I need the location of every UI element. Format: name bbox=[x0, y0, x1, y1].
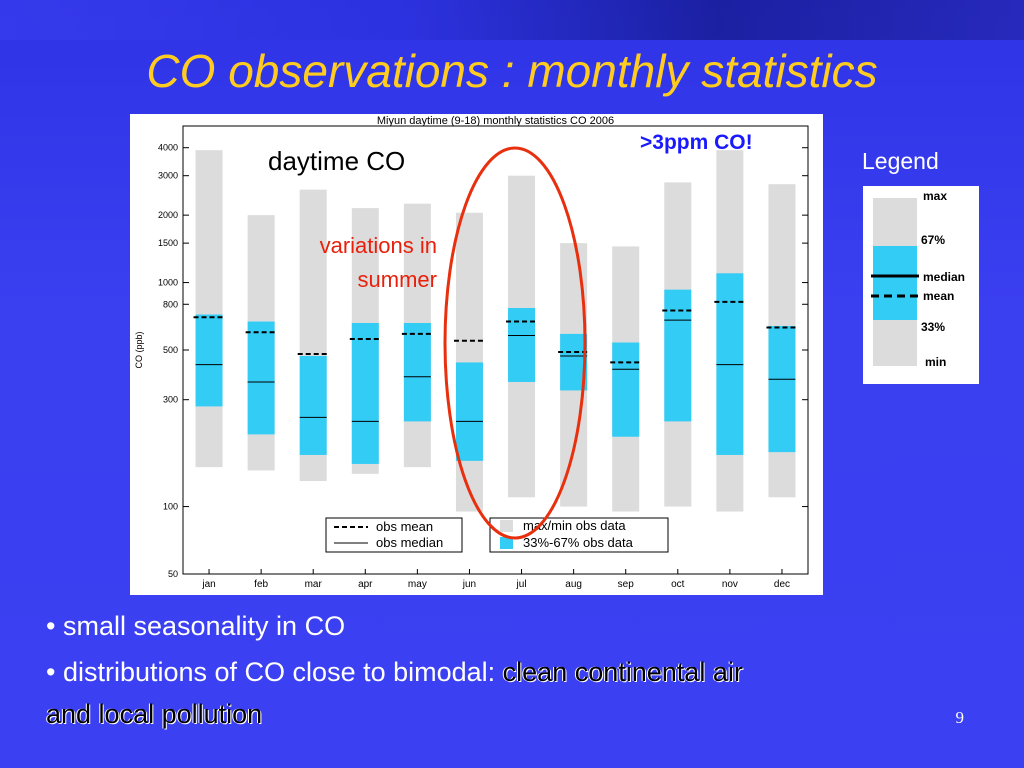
iqr-bar-jun bbox=[455, 362, 483, 461]
variations-label-line1: variations in bbox=[319, 233, 437, 258]
bullet-1-text: small seasonality in CO bbox=[62, 611, 346, 641]
title-bar-shading bbox=[0, 0, 1024, 40]
legend-label-67: 67% bbox=[921, 233, 945, 247]
bullet-1: • small seasonality in CO bbox=[46, 611, 345, 642]
slide-title: CO observations : monthly statistics bbox=[146, 45, 878, 97]
legend-minmax-sample bbox=[500, 520, 513, 532]
bullet-2-line2: and local pollution bbox=[46, 699, 262, 730]
legend-label-max: max bbox=[923, 189, 947, 203]
bullet-2-highlight-line2: and local pollution bbox=[46, 699, 263, 729]
x-tick-label-sep: sep bbox=[618, 579, 635, 590]
x-tick-label-nov: nov bbox=[722, 579, 738, 590]
x-tick-label-jun: jun bbox=[462, 579, 476, 590]
y-tick-label: 3000 bbox=[158, 171, 178, 181]
bullet-2-highlight: clean continental air bbox=[502, 657, 743, 687]
iqr-bar-sep bbox=[612, 342, 640, 437]
y-tick-label: 4000 bbox=[158, 143, 178, 153]
chart-panel: Miyun daytime (9-18) monthly statistics … bbox=[130, 114, 823, 595]
iqr-bar-jul bbox=[508, 307, 536, 382]
x-tick-label-feb: feb bbox=[254, 579, 268, 590]
minmax-bar-jan bbox=[195, 150, 223, 468]
ppm-alert-label: >3ppm CO! bbox=[640, 131, 753, 154]
y-tick-label: 50 bbox=[168, 569, 178, 579]
legend-minmax-text: max/min obs data bbox=[523, 518, 626, 533]
plot-frame bbox=[182, 125, 809, 575]
legend-label-median: median bbox=[923, 270, 965, 284]
legend-title: Legend bbox=[862, 148, 939, 174]
x-tick-label-jan: jan bbox=[201, 579, 215, 590]
y-tick-label: 800 bbox=[163, 299, 178, 309]
daytime-co-label: daytime CO bbox=[268, 146, 406, 176]
x-tick-label-may: may bbox=[408, 579, 427, 590]
y-tick-label: 300 bbox=[163, 395, 178, 405]
iqr-bar-may bbox=[403, 322, 431, 422]
chart-title: Miyun daytime (9-18) monthly statistics … bbox=[377, 115, 614, 127]
y-tick-label: 1500 bbox=[158, 238, 178, 248]
bullet-2-text: distributions of CO close to bimodal: bbox=[62, 657, 503, 687]
iqr-bar-dec bbox=[768, 325, 796, 453]
iqr-bar-feb bbox=[247, 321, 275, 435]
legend-iqr-bar bbox=[873, 246, 917, 320]
variations-label-line2: summer bbox=[357, 267, 437, 292]
iqr-bar-mar bbox=[299, 356, 327, 455]
iqr-bar-oct bbox=[664, 289, 692, 422]
y-tick-label: 2000 bbox=[158, 210, 178, 220]
legend-box: max 67% median mean 33% min bbox=[863, 186, 979, 384]
bullet-2-dot: • bbox=[46, 657, 56, 687]
legend-label-min: min bbox=[925, 355, 946, 369]
x-tick-label-dec: dec bbox=[774, 579, 790, 590]
iqr-bar-aug bbox=[560, 333, 588, 391]
legend-iqr-sample bbox=[500, 537, 513, 549]
x-tick-label-mar: mar bbox=[305, 579, 323, 590]
y-axis-label: CO (ppb) bbox=[134, 331, 144, 368]
bullet-2: • distributions of CO close to bimodal: … bbox=[46, 657, 743, 688]
iqr-bar-apr bbox=[351, 322, 379, 464]
page-number: 9 bbox=[955, 708, 965, 727]
minmax-bar-jun bbox=[455, 212, 483, 512]
bullet-1-dot: • bbox=[46, 611, 56, 641]
iqr-bar-nov bbox=[716, 273, 744, 455]
y-tick-label: 100 bbox=[163, 502, 178, 512]
legend-iqr-text: 33%-67% obs data bbox=[523, 535, 634, 550]
legend-label-mean: mean bbox=[923, 289, 954, 303]
legend-median-text: obs median bbox=[376, 535, 443, 550]
x-tick-label-jul: jul bbox=[516, 579, 527, 590]
x-tick-label-aug: aug bbox=[565, 579, 582, 590]
legend-box-svg: max 67% median mean 33% min bbox=[871, 189, 965, 369]
legend-mean-text: obs mean bbox=[376, 519, 433, 534]
y-tick-label: 1000 bbox=[158, 278, 178, 288]
x-tick-label-oct: oct bbox=[671, 579, 685, 590]
legend-label-33: 33% bbox=[921, 320, 945, 334]
legend-lines-box bbox=[325, 517, 463, 553]
chart-svg: Miyun daytime (9-18) monthly statistics … bbox=[134, 115, 809, 590]
iqr-bar-jan bbox=[195, 314, 223, 407]
x-tick-label-apr: apr bbox=[358, 579, 373, 590]
y-tick-label: 500 bbox=[163, 345, 178, 355]
